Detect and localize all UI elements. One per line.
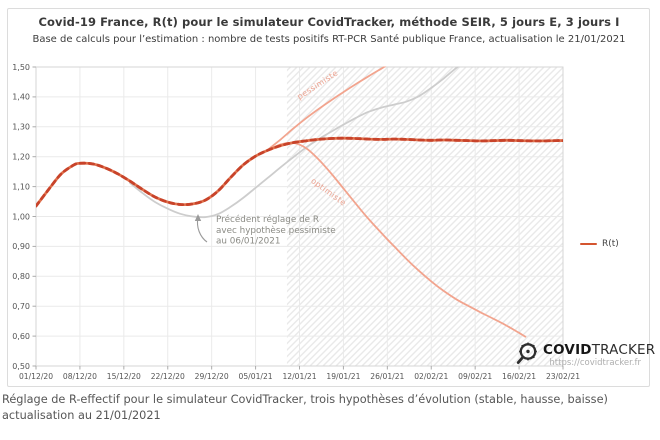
- caption: Réglage de R-effectif pour le simulateur…: [2, 393, 608, 422]
- virus-magnifier-icon: [516, 342, 537, 365]
- legend-label: R(t): [602, 239, 619, 249]
- logo-wordmark-regular: TRACKER: [591, 342, 656, 358]
- chart-title: Covid-19 France, R(t) pour le simulateur…: [38, 15, 620, 29]
- chart-subtitle: Base de calculs pour l’estimation : nomb…: [32, 34, 626, 45]
- logo-wordmark: COVIDTRACKER: [543, 342, 655, 358]
- covidtracker-logo: COVIDTRACKER https://covidtracker.fr: [514, 339, 655, 369]
- figure-frame: [7, 8, 650, 387]
- legend-line-swatch: [580, 242, 597, 246]
- legend: R(t): [580, 239, 619, 249]
- logo-url: https://covidtracker.fr: [549, 357, 641, 368]
- logo-wordmark-bold: COVID: [543, 342, 592, 358]
